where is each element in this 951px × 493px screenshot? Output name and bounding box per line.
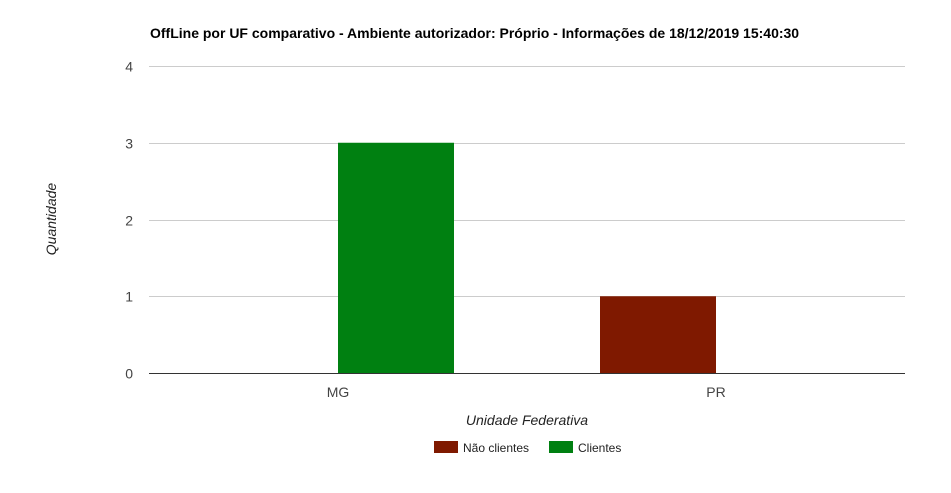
y-tick-label: 2 — [125, 213, 133, 229]
bars — [338, 142, 716, 373]
y-tick-label: 0 — [125, 366, 133, 382]
legend-swatch — [434, 441, 458, 453]
x-axis-title: Unidade Federativa — [466, 412, 588, 428]
y-tick-label: 1 — [125, 289, 133, 305]
bar-mg-clientes — [338, 142, 454, 373]
bar-pr-nao-clientes — [600, 296, 716, 373]
x-axis-ticks: MG PR — [327, 384, 726, 400]
x-tick-label: MG — [327, 384, 350, 400]
y-tick-label: 4 — [125, 59, 133, 75]
y-axis-title: Quantidade — [43, 183, 59, 256]
legend: Não clientes Clientes — [434, 441, 621, 455]
grid-lines — [149, 66, 905, 297]
legend-swatch — [549, 441, 573, 453]
x-tick-label: PR — [706, 384, 725, 400]
chart-title: OffLine por UF comparativo - Ambiente au… — [150, 25, 799, 41]
legend-label: Clientes — [578, 441, 621, 455]
legend-label: Não clientes — [463, 441, 529, 455]
y-tick-label: 3 — [125, 136, 133, 152]
y-axis-ticks: 0 1 2 3 4 — [125, 59, 133, 382]
